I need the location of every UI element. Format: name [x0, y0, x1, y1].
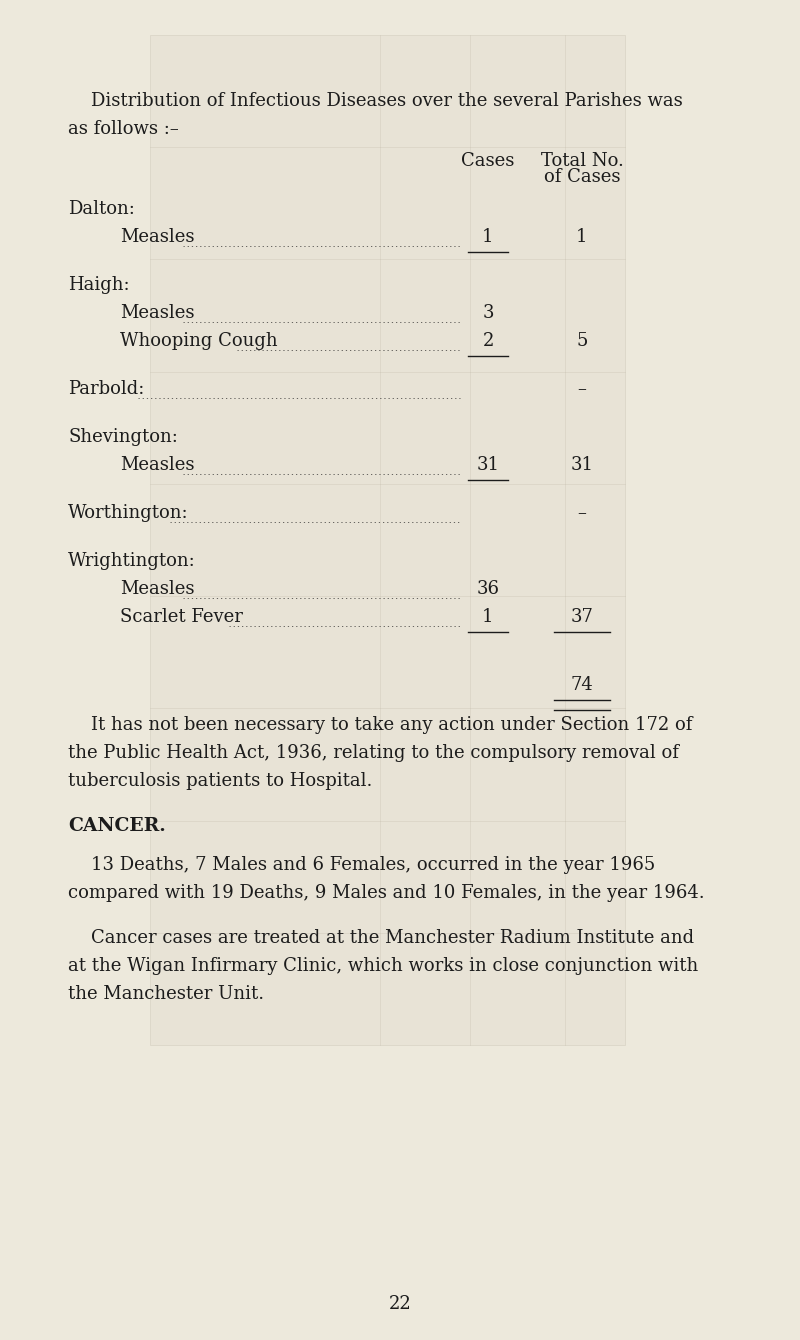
- Text: 36: 36: [477, 580, 499, 598]
- Text: as follows :–: as follows :–: [68, 121, 178, 138]
- Text: 13 Deaths, 7 Males and 6 Females, occurred in the year 1965: 13 Deaths, 7 Males and 6 Females, occurr…: [68, 856, 655, 874]
- Text: 1: 1: [576, 228, 588, 247]
- Text: 31: 31: [477, 456, 499, 474]
- Text: Measles: Measles: [120, 228, 194, 247]
- Text: Measles: Measles: [120, 580, 194, 598]
- Text: –: –: [578, 504, 586, 523]
- Text: Haigh:: Haigh:: [68, 276, 130, 293]
- Text: Cases: Cases: [462, 151, 514, 170]
- Text: the Manchester Unit.: the Manchester Unit.: [68, 985, 264, 1002]
- Text: Worthington:: Worthington:: [68, 504, 189, 523]
- Text: 2: 2: [482, 332, 494, 350]
- Text: Scarlet Fever: Scarlet Fever: [120, 608, 243, 626]
- Text: 5: 5: [576, 332, 588, 350]
- Text: 74: 74: [570, 675, 594, 694]
- Text: Cancer cases are treated at the Manchester Radium Institute and: Cancer cases are treated at the Manchest…: [68, 929, 694, 947]
- Text: Shevington:: Shevington:: [68, 427, 178, 446]
- Text: –: –: [578, 381, 586, 398]
- Text: Distribution of Infectious Diseases over the several Parishes was: Distribution of Infectious Diseases over…: [68, 92, 682, 110]
- Text: 1: 1: [482, 228, 494, 247]
- Text: Total No.: Total No.: [541, 151, 623, 170]
- Text: compared with 19 Deaths, 9 Males and 10 Females, in the year 1964.: compared with 19 Deaths, 9 Males and 10 …: [68, 884, 705, 902]
- Text: of Cases: of Cases: [544, 168, 620, 186]
- Text: 22: 22: [389, 1294, 411, 1313]
- Text: Dalton:: Dalton:: [68, 200, 135, 218]
- Bar: [150, 35, 625, 1045]
- Text: 3: 3: [482, 304, 494, 322]
- Text: Wrightington:: Wrightington:: [68, 552, 196, 570]
- Text: It has not been necessary to take any action under Section 172 of: It has not been necessary to take any ac…: [68, 716, 692, 734]
- Text: 31: 31: [570, 456, 594, 474]
- Text: Measles: Measles: [120, 456, 194, 474]
- Text: 1: 1: [482, 608, 494, 626]
- Text: at the Wigan Infirmary Clinic, which works in close conjunction with: at the Wigan Infirmary Clinic, which wor…: [68, 957, 698, 974]
- Text: Parbold:: Parbold:: [68, 381, 144, 398]
- Text: the Public Health Act, 1936, relating to the compulsory removal of: the Public Health Act, 1936, relating to…: [68, 744, 679, 762]
- Text: tuberculosis patients to Hospital.: tuberculosis patients to Hospital.: [68, 772, 372, 791]
- Text: 37: 37: [570, 608, 594, 626]
- Text: Measles: Measles: [120, 304, 194, 322]
- Text: CANCER.: CANCER.: [68, 817, 166, 835]
- Text: Whooping Cough: Whooping Cough: [120, 332, 278, 350]
